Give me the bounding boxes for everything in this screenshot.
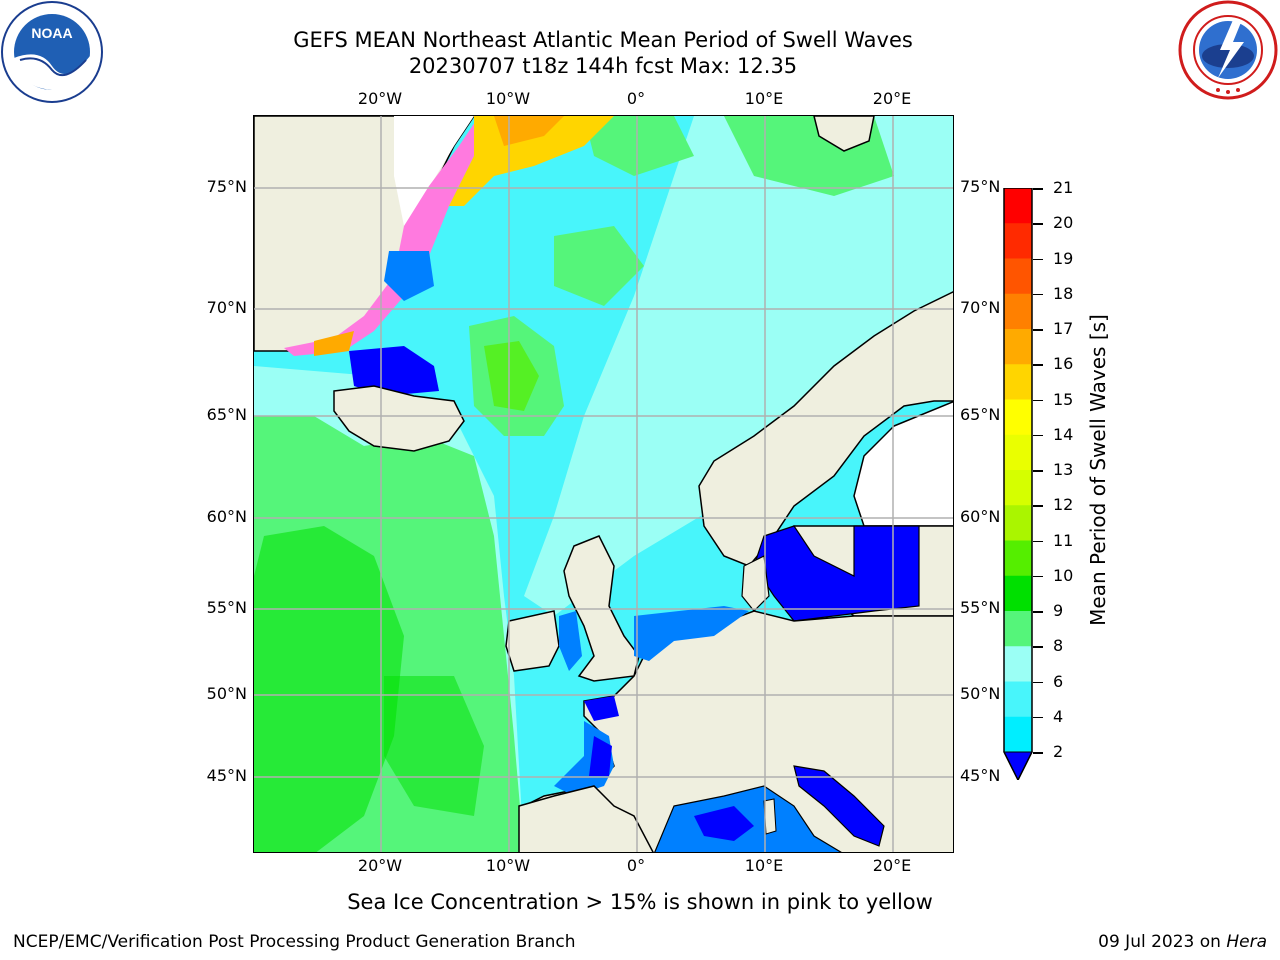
colorbar-segment	[1004, 716, 1032, 753]
colorbar-tick-mark	[1033, 752, 1043, 754]
colorbar-segment	[1004, 188, 1032, 224]
colorbar-tick-mark	[1033, 716, 1043, 719]
colorbar-tick-label: 19	[1053, 248, 1074, 268]
colorbar-tick-label: 9	[1053, 601, 1064, 620]
lon-label-bottom-20w: 20°W	[357, 856, 403, 875]
colorbar-tick-mark	[1033, 470, 1043, 472]
lat-label-left-75n: 75°N	[206, 177, 247, 196]
colorbar-segment	[1004, 364, 1032, 400]
colorbar-under-arrow	[1003, 751, 1033, 780]
plot-subtitle: 20230707 t18z 144h fcst Max: 12.35	[408, 54, 798, 78]
lat-label-right-45n: 45°N	[960, 766, 1001, 785]
colorbar-tick-label: 13	[1053, 460, 1074, 479]
colorbar-tick-label: 15	[1053, 389, 1074, 409]
colorbar-tick-label: 4	[1053, 706, 1064, 726]
lat-label-right-75n: 75°N	[960, 177, 1001, 196]
map-panel[interactable]	[253, 115, 954, 853]
colorbar-tick-mark	[1033, 258, 1043, 260]
lat-label-right-70n: 70°N	[960, 298, 1001, 317]
lat-label-right-60n: 60°N	[960, 507, 1001, 526]
colorbar-segment	[1004, 470, 1032, 506]
colorbar-tick-mark	[1033, 575, 1043, 578]
colorbar-tick-mark	[1033, 188, 1043, 190]
colorbar-tick-mark	[1033, 399, 1043, 401]
lat-label-left-45n: 45°N	[206, 766, 247, 785]
footer-date: 09 Jul 2023 on Hera	[1098, 932, 1267, 952]
lon-label-top-10e: 10°E	[744, 89, 784, 108]
plot-title: GEFS MEAN Northeast Atlantic Mean Period…	[293, 28, 913, 52]
map-canvas	[254, 116, 953, 852]
lat-label-left-50n: 50°N	[206, 684, 247, 703]
lat-label-right-50n: 50°N	[960, 684, 1001, 703]
lon-label-top-20e: 20°E	[872, 89, 912, 108]
colorbar-segment	[1004, 434, 1032, 471]
colorbar-tick-label: 10	[1053, 565, 1074, 585]
colorbar-tick-label: 18	[1053, 283, 1074, 303]
colorbar-tick-mark	[1033, 293, 1043, 296]
lon-label-top-10w: 10°W	[485, 89, 531, 108]
lat-label-right-55n: 55°N	[960, 598, 1001, 617]
colorbar-tick-mark	[1033, 364, 1043, 366]
colorbar-label: Mean Period of Swell Waves [s]	[1086, 314, 1110, 626]
lon-label-bottom-0: 0°	[626, 856, 646, 875]
lat-label-left-70n: 70°N	[206, 298, 247, 317]
colorbar-tick-mark	[1033, 611, 1043, 613]
colorbar	[1003, 188, 1033, 780]
colorbar-segment	[1004, 540, 1032, 577]
lon-label-top-20w: 20°W	[357, 89, 403, 108]
colorbar-segment	[1004, 681, 1032, 718]
footer-credit: NCEP/EMC/Verification Post Processing Pr…	[13, 932, 576, 952]
colorbar-segment	[1004, 223, 1032, 259]
lon-label-bottom-10e: 10°E	[744, 856, 784, 875]
colorbar-tick-label: 6	[1053, 671, 1064, 691]
noaa-logo: NOAA	[1, 1, 103, 103]
lon-label-bottom-20e: 20°E	[872, 856, 912, 875]
colorbar-tick-label: 16	[1053, 354, 1074, 374]
colorbar-segment	[1004, 505, 1032, 541]
colorbar-segment	[1004, 611, 1032, 647]
colorbar-segment	[1004, 329, 1032, 365]
colorbar-tick-mark	[1033, 681, 1043, 683]
colorbar-segment	[1004, 646, 1032, 682]
lat-label-left-55n: 55°N	[206, 598, 247, 617]
colorbar-segment	[1004, 258, 1032, 295]
footer-machine: Hera	[1226, 932, 1267, 952]
footer-date-text: 09 Jul 2023 on	[1098, 932, 1227, 952]
colorbar-segment	[1004, 399, 1032, 436]
colorbar-tick-label: 8	[1053, 636, 1064, 656]
noaa-logo-text: NOAA	[31, 25, 72, 41]
colorbar-segment	[1004, 575, 1032, 612]
lat-label-right-65n: 65°N	[960, 405, 1001, 424]
colorbar-segment	[1004, 293, 1032, 330]
colorbar-tick-mark	[1033, 540, 1043, 542]
lat-label-left-60n: 60°N	[206, 507, 247, 526]
lon-label-bottom-10w: 10°W	[485, 856, 531, 875]
lon-label-top-0: 0°	[626, 89, 646, 108]
colorbar-tick-mark	[1033, 223, 1043, 225]
graticule	[254, 116, 953, 852]
colorbar-tick-label: 21	[1053, 178, 1074, 197]
colorbar-tick-label: 14	[1053, 424, 1074, 444]
colorbar-tick-label: 11	[1053, 530, 1074, 550]
colorbar-tick-label: 17	[1053, 319, 1074, 338]
colorbar-tick-mark	[1033, 505, 1043, 507]
colorbar-tick-label: 2	[1053, 742, 1064, 761]
lat-label-left-65n: 65°N	[206, 405, 247, 424]
colorbar-tick-mark	[1033, 646, 1043, 648]
colorbar-tick-mark	[1033, 434, 1043, 437]
colorbar-tick-label: 20	[1053, 213, 1074, 233]
colorbar-tick-label: 12	[1053, 495, 1074, 515]
nws-logo	[1178, 0, 1278, 100]
colorbar-tick-mark	[1033, 329, 1043, 331]
sea-ice-note: Sea Ice Concentration > 15% is shown in …	[347, 890, 933, 914]
